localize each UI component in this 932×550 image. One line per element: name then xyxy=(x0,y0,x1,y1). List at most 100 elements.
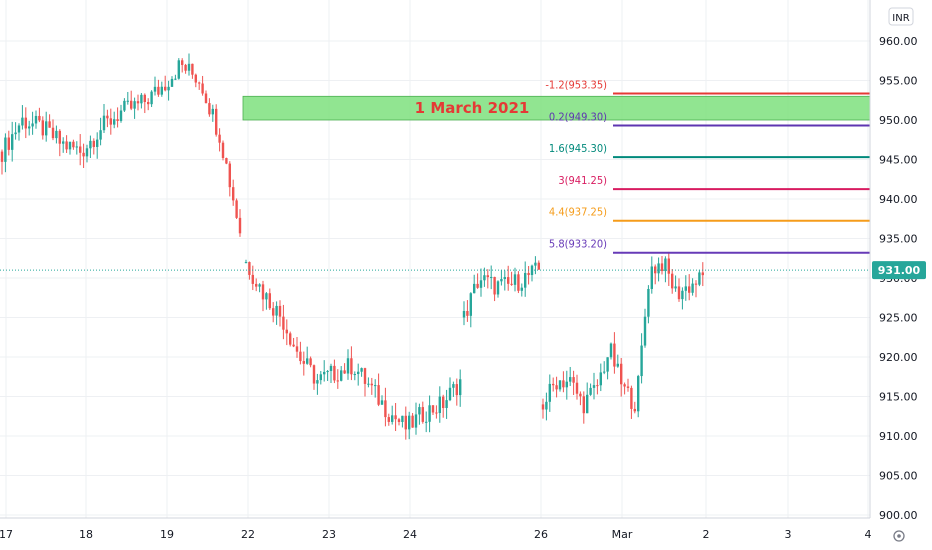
candle-body xyxy=(333,365,336,381)
candle-body xyxy=(218,134,221,143)
candle-body xyxy=(187,63,191,71)
x-tick-label: 19 xyxy=(160,528,174,541)
y-tick-label: 920.00 xyxy=(879,351,918,364)
candle-body xyxy=(31,123,34,127)
candle-body xyxy=(411,415,414,428)
candle-body xyxy=(133,101,136,109)
candle-body xyxy=(17,125,21,133)
candle-body xyxy=(126,100,129,102)
candle-body xyxy=(116,119,119,121)
candle-body xyxy=(503,277,506,280)
candle-body xyxy=(177,60,180,79)
fib-levels: -1.2(953.35) 0.2(949.30) 1.6(945.30) 3(941.… xyxy=(0,79,870,271)
candle-body xyxy=(438,396,441,414)
y-tick-label: 935.00 xyxy=(879,233,918,246)
candle-body xyxy=(558,380,562,390)
gear-icon[interactable] xyxy=(893,530,905,542)
y-tick-label: 960.00 xyxy=(879,35,918,48)
candle-body xyxy=(435,412,438,414)
candle-body xyxy=(265,293,268,300)
candle-body xyxy=(555,385,558,390)
candle-body xyxy=(312,365,316,384)
candle-body xyxy=(586,394,589,414)
candle-body xyxy=(96,139,99,147)
candle-body xyxy=(184,64,187,71)
candle-body xyxy=(425,421,428,423)
candle-body xyxy=(507,277,510,284)
x-tick-label: 17 xyxy=(0,528,13,541)
candle-body xyxy=(261,284,265,300)
candle-body xyxy=(524,272,527,288)
candle-body xyxy=(469,293,472,316)
currency-badge[interactable] xyxy=(888,7,914,26)
candle-body xyxy=(58,130,61,144)
candle-body xyxy=(671,273,674,289)
candle-body xyxy=(664,258,667,272)
candle-body xyxy=(113,119,116,125)
candle-body xyxy=(572,377,575,383)
fib-level-label: 5.8(933.20) xyxy=(549,238,607,251)
candle-body xyxy=(75,146,78,148)
candle-body xyxy=(606,357,609,372)
candle-body xyxy=(545,401,548,410)
candle-body xyxy=(350,358,353,375)
candle-body xyxy=(204,93,208,104)
zone-label: 1 March 2021 xyxy=(415,99,530,117)
candle-body xyxy=(380,400,384,405)
candle-body xyxy=(106,115,109,119)
candle-body xyxy=(235,200,238,218)
candle-body xyxy=(620,363,623,385)
candle-body xyxy=(268,293,271,309)
candle-body xyxy=(384,400,387,418)
candle-body xyxy=(275,305,278,316)
candle-body xyxy=(660,263,664,272)
y-tick-label: 950.00 xyxy=(879,114,918,127)
candle-body xyxy=(500,279,503,282)
candle-body xyxy=(452,384,455,388)
candle-body xyxy=(38,115,41,121)
candle-body xyxy=(677,286,681,300)
candle-body xyxy=(569,377,572,382)
candle-body xyxy=(194,74,197,83)
fib-level-label: -1.2(953.35) xyxy=(545,79,607,92)
candle-body xyxy=(408,415,411,430)
candle-body xyxy=(28,126,31,129)
candle-body xyxy=(626,386,630,388)
candle-body xyxy=(174,78,177,80)
candle-body xyxy=(198,82,201,84)
candle-body xyxy=(272,308,275,316)
y-tick-label: 925.00 xyxy=(879,312,918,325)
fib-level-label: 1.6(945.30) xyxy=(549,142,607,155)
candle-body xyxy=(613,343,616,367)
candle-body xyxy=(45,121,48,136)
fib-level-label: 3(941.25) xyxy=(558,174,607,187)
candle-body xyxy=(643,316,647,346)
candle-body xyxy=(431,405,435,413)
candle-body xyxy=(688,286,691,293)
fib-level-label: 4.4(937.25) xyxy=(549,206,607,219)
candle-body xyxy=(476,283,479,288)
y-tick-label: 940.00 xyxy=(879,193,918,206)
candle-body xyxy=(306,358,309,364)
candle-body xyxy=(201,83,204,94)
candle-body xyxy=(363,368,367,384)
fib-level-label: 0.2(949.30) xyxy=(549,111,607,124)
candle-body xyxy=(319,374,322,381)
candle-body xyxy=(534,262,537,266)
candle-body xyxy=(343,370,346,374)
candle-body xyxy=(650,266,653,289)
candle-body xyxy=(215,108,218,135)
candle-body xyxy=(603,371,606,373)
candle-body xyxy=(225,158,228,164)
candle-body xyxy=(323,371,326,375)
candle-body xyxy=(654,266,657,274)
candle-body xyxy=(370,383,373,386)
candle-body xyxy=(448,387,452,401)
candle-body xyxy=(599,372,602,386)
candle-body xyxy=(592,385,596,388)
candle-body xyxy=(68,141,72,150)
candle-body xyxy=(589,387,592,395)
candle-body xyxy=(630,387,633,409)
candle-body xyxy=(248,262,251,275)
